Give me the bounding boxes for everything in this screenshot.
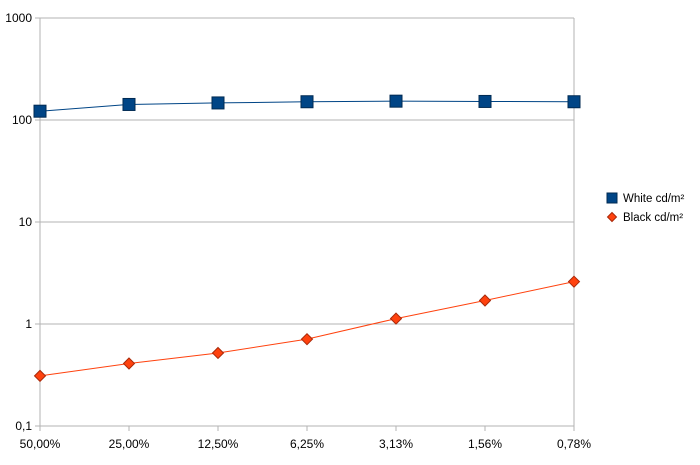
series-black xyxy=(33,275,581,383)
data-point xyxy=(567,95,581,109)
data-point xyxy=(211,346,225,360)
y-tick-label: 0,1 xyxy=(15,419,32,433)
x-tick-label: 12,50% xyxy=(198,437,239,451)
series-line xyxy=(39,281,575,377)
data-point xyxy=(211,96,225,110)
data-point xyxy=(389,312,403,325)
data-point xyxy=(478,294,492,307)
data-point xyxy=(300,95,314,109)
legend-square-icon xyxy=(606,192,618,204)
y-tick-label: 100 xyxy=(12,113,32,127)
data-point xyxy=(33,369,47,383)
data-point xyxy=(478,94,492,108)
series-layer xyxy=(33,94,581,383)
legend: White cd/m² Black cd/m² xyxy=(606,192,685,224)
data-point xyxy=(300,332,314,346)
legend-item: Black cd/m² xyxy=(606,211,683,224)
legend-label: White cd/m² xyxy=(623,193,685,205)
axis-layer: 0,1 1 10 100 1000 50,00% 25,00% 12,50% 6,25% 3,13… xyxy=(5,11,591,451)
y-tick-label: 1 xyxy=(25,317,32,331)
x-tick-label: 6,25% xyxy=(290,437,324,451)
legend-label: Black cd/m² xyxy=(623,212,683,224)
y-tick-label: 10 xyxy=(19,215,33,229)
data-point xyxy=(33,104,47,118)
data-point xyxy=(122,97,136,111)
data-point xyxy=(122,357,136,370)
legend-diamond-icon xyxy=(606,211,618,223)
x-tick-label: 1,56% xyxy=(468,437,502,451)
legend-item: White cd/m² xyxy=(606,192,685,205)
series-white xyxy=(33,94,581,118)
x-tick-label: 3,13% xyxy=(379,437,413,451)
x-tick-label: 50,00% xyxy=(20,437,61,451)
y-tick-label: 1000 xyxy=(5,11,32,25)
data-point xyxy=(389,94,403,108)
x-tick-label: 25,00% xyxy=(109,437,150,451)
x-tick-label: 0,78% xyxy=(557,437,591,451)
data-point xyxy=(567,275,581,288)
